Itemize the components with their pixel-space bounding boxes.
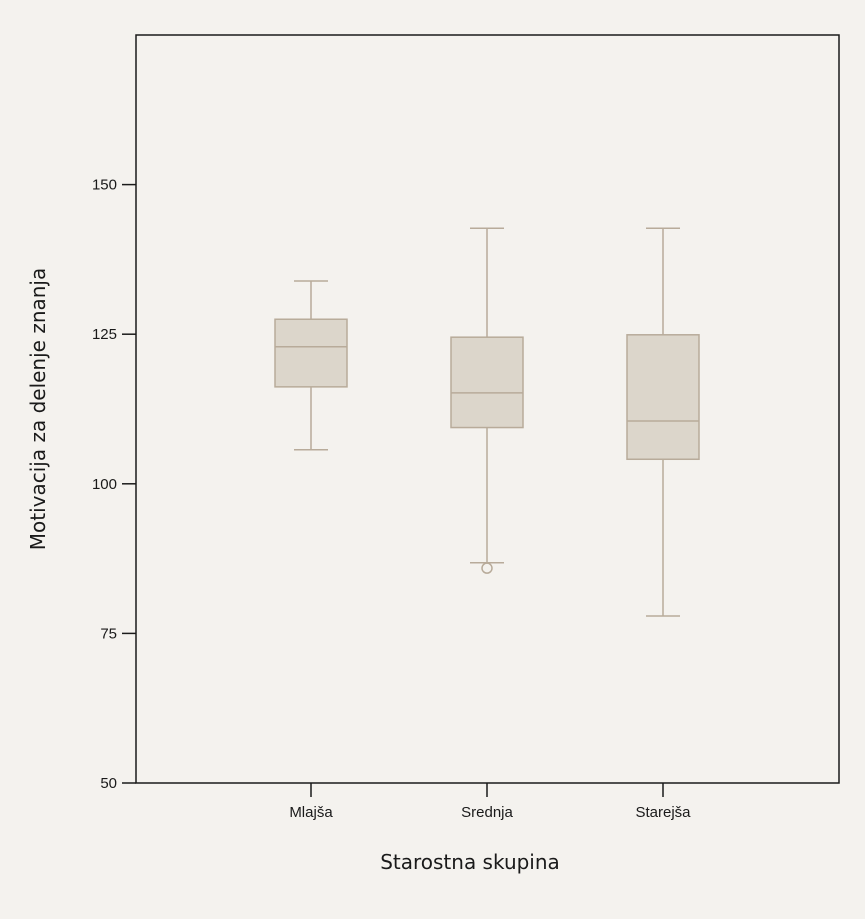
x-tick-label: Srednja [461, 804, 513, 821]
box-0 [274, 280, 348, 451]
x-axis-title: Starostna skupina [380, 850, 560, 874]
outlier-point [481, 562, 493, 574]
box-2 [626, 227, 700, 617]
y-axis-ticks: 50 75 100 125 150 [92, 177, 136, 792]
box-1 [450, 227, 524, 574]
y-axis-title: Motivacija za delenje znanja [26, 268, 50, 551]
iqr-box [626, 334, 700, 461]
x-axis-ticks: Mlajša Srednja Starejša [289, 783, 691, 821]
iqr-box [274, 318, 348, 388]
y-tick-label: 75 [100, 625, 117, 642]
y-tick-label: 125 [92, 326, 117, 343]
y-tick-label: 50 [100, 775, 117, 792]
x-tick-label: Mlajša [289, 804, 333, 821]
iqr-box [450, 336, 524, 429]
box-series [274, 227, 700, 617]
y-tick-label: 150 [92, 177, 117, 194]
x-tick-label: Starejša [635, 804, 691, 821]
y-tick-label: 100 [92, 476, 117, 493]
